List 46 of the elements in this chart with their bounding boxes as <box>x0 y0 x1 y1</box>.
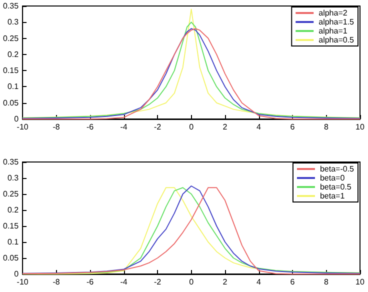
x-tick-label: 8 <box>324 278 330 286</box>
x-tick-label: 2 <box>222 278 228 286</box>
legend-label: alpha=0.5 <box>318 36 355 44</box>
x-tick-label: -4 <box>120 278 128 286</box>
y-tick-label: 0.15 <box>2 66 20 76</box>
y-tick-label: 0.05 <box>2 254 20 262</box>
x-tick-label: 2 <box>222 122 228 132</box>
y-tick-label: 0.05 <box>2 98 20 108</box>
y-tick-label: 0.2 <box>7 206 20 214</box>
legend-label: beta=0.5 <box>320 182 352 192</box>
y-tick-label: 0.35 <box>2 2 20 10</box>
y-tick-label: 0.1 <box>7 238 20 246</box>
legend-label: beta=-0.5 <box>320 164 355 174</box>
x-tick-label: -4 <box>120 122 128 132</box>
x-tick-label: -8 <box>52 122 60 132</box>
legend-label: alpha=1.5 <box>318 18 355 26</box>
y-tick-label: 0.2 <box>7 50 20 59</box>
x-tick-label: 8 <box>324 122 330 132</box>
x-tick-label: -10 <box>16 278 29 286</box>
x-tick-label: 6 <box>290 122 296 132</box>
x-tick-label: -6 <box>86 278 94 286</box>
y-tick-label: 0.35 <box>2 158 20 166</box>
x-tick-label: 4 <box>256 122 262 132</box>
x-tick-label: -6 <box>86 122 94 132</box>
x-tick-label: 0 <box>189 278 194 286</box>
x-tick-label: 6 <box>290 278 296 286</box>
x-tick-label: -2 <box>154 122 162 132</box>
x-tick-label: -8 <box>52 278 60 286</box>
y-tick-label: 0.25 <box>2 34 20 43</box>
legend-label: alpha=2 <box>318 8 348 18</box>
legend-label: beta=0 <box>320 174 346 182</box>
legend-label: alpha=1 <box>318 26 348 36</box>
y-tick-label: 0 <box>14 114 20 124</box>
legend-label: beta=1 <box>320 192 346 200</box>
y-tick-label: 0.3 <box>7 174 20 182</box>
y-tick-label: 0.25 <box>2 190 20 198</box>
x-tick-label: -10 <box>16 122 29 132</box>
y-tick-label: 0.15 <box>2 222 20 230</box>
x-tick-label: 10 <box>356 122 365 132</box>
x-tick-label: -2 <box>154 278 162 286</box>
x-tick-label: 10 <box>356 278 365 286</box>
x-tick-label: 0 <box>189 122 194 132</box>
x-tick-label: 4 <box>256 278 262 286</box>
y-tick-label: 0 <box>14 270 20 278</box>
y-tick-label: 0.1 <box>7 82 20 92</box>
y-tick-label: 0.3 <box>7 18 20 27</box>
